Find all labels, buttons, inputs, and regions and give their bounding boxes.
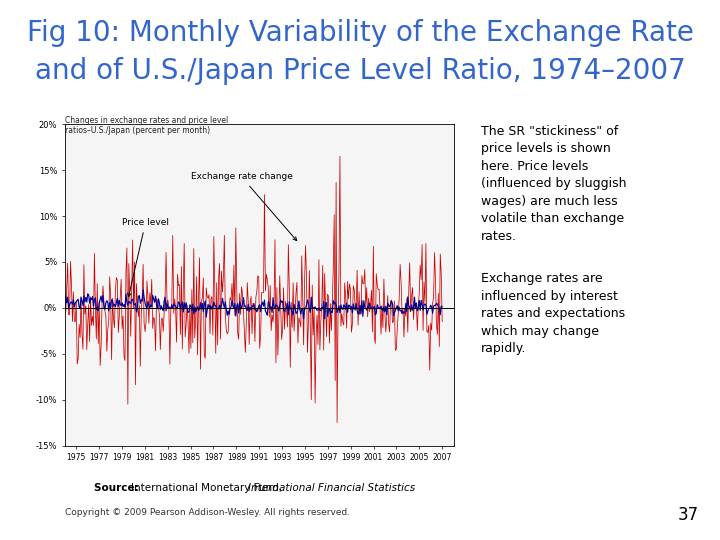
Text: Price level: Price level xyxy=(122,218,169,296)
Text: Source:: Source: xyxy=(94,483,142,494)
Text: Fig 10: Monthly Variability of the Exchange Rate: Fig 10: Monthly Variability of the Excha… xyxy=(27,19,693,47)
Text: 37: 37 xyxy=(678,506,698,524)
Text: International Financial Statistics: International Financial Statistics xyxy=(248,483,415,494)
Text: Copyright © 2009 Pearson Addison-Wesley. All rights reserved.: Copyright © 2009 Pearson Addison-Wesley.… xyxy=(65,508,350,517)
Text: International Monetary Fund,: International Monetary Fund, xyxy=(131,483,285,494)
Text: The SR "stickiness" of
price levels is shown
here. Price levels
(influenced by s: The SR "stickiness" of price levels is s… xyxy=(481,125,627,243)
Text: Exchange rates are
influenced by interest
rates and expectations
which may chang: Exchange rates are influenced by interes… xyxy=(481,272,626,355)
Text: and of U.S./Japan Price Level Ratio, 1974–2007: and of U.S./Japan Price Level Ratio, 197… xyxy=(35,57,685,85)
Text: Exchange rate change: Exchange rate change xyxy=(191,172,297,241)
Text: Changes in exchange rates and price level
ratios–U.S./Japan (percent per month): Changes in exchange rates and price leve… xyxy=(65,116,228,136)
